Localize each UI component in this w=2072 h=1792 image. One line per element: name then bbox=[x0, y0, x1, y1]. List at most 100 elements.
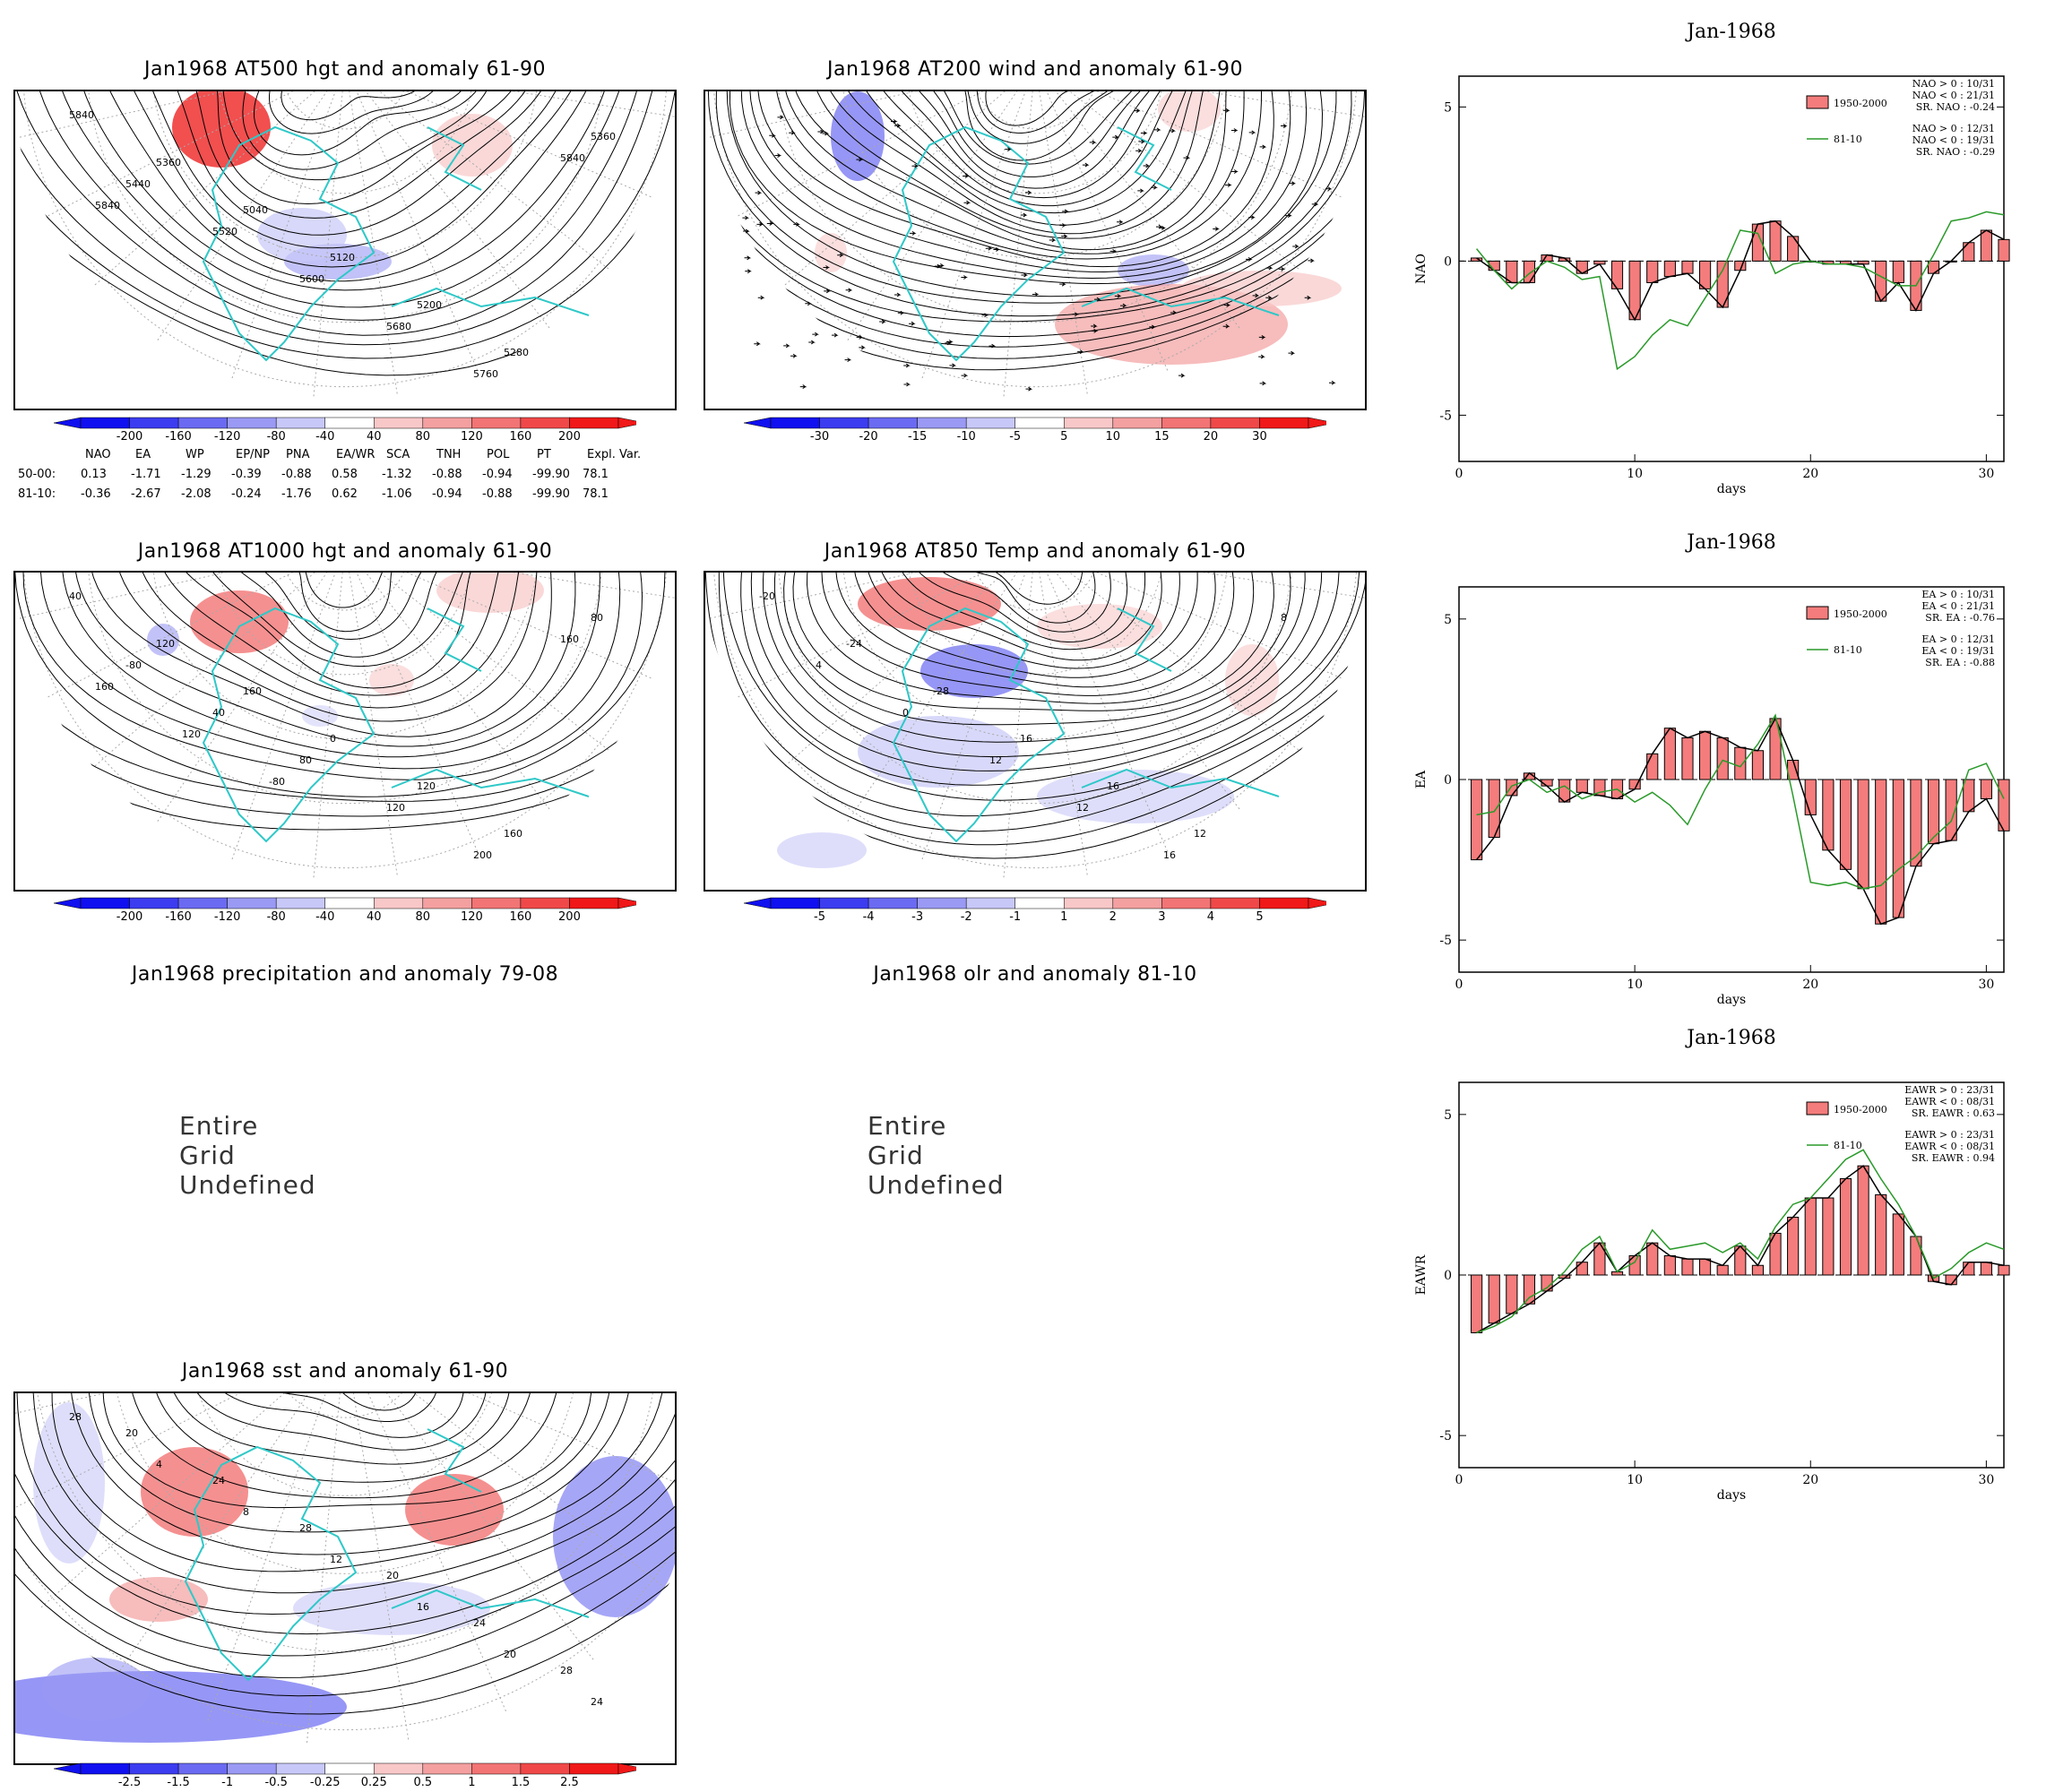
colorbar-label: 40 bbox=[367, 430, 382, 443]
wind-arrow bbox=[961, 373, 969, 378]
table-cell: -1.29 bbox=[181, 468, 212, 481]
legend-stat: EAWR < 0 : 08/31 bbox=[1904, 1141, 1995, 1152]
y-tick-label: -5 bbox=[1439, 409, 1452, 423]
contour-line bbox=[150, 1393, 535, 1483]
colorbar-label: -2.5 bbox=[118, 1776, 141, 1788]
wind-arrow bbox=[903, 382, 911, 387]
legend-swatch-bar bbox=[1806, 606, 1829, 620]
contour-label: 16 bbox=[417, 1601, 429, 1613]
colorbar-at1000: -200 -160 -120 -80 -40 40 80 120 160 200 bbox=[54, 897, 636, 923]
contour-line bbox=[809, 91, 1224, 239]
contour-line bbox=[142, 91, 567, 249]
panel-title: Jan1968 AT850 Temp and anomaly 61-90 bbox=[824, 540, 1247, 563]
wind-arrow bbox=[1149, 324, 1156, 330]
meridian bbox=[344, 573, 675, 599]
y-tick-label: 5 bbox=[1444, 1108, 1452, 1123]
colorbar-cell bbox=[374, 1762, 424, 1775]
contour-label: 12 bbox=[1194, 828, 1206, 840]
colorbar-cell bbox=[471, 417, 522, 429]
wind-arrow bbox=[1225, 183, 1232, 187]
meridian bbox=[920, 573, 1036, 862]
colorbar-label: 15 bbox=[1154, 430, 1170, 443]
contour-label: 28 bbox=[69, 1411, 82, 1423]
colorbar-label: 30 bbox=[1252, 430, 1267, 443]
coastline bbox=[427, 607, 482, 672]
bar bbox=[1980, 229, 1992, 262]
contour-line bbox=[15, 91, 659, 336]
contour-label: 5280 bbox=[504, 347, 529, 358]
coastline bbox=[427, 126, 482, 191]
wind-arrow bbox=[1120, 303, 1127, 308]
contour-line bbox=[242, 91, 488, 170]
wind-arrow bbox=[949, 363, 957, 368]
chart-title: Jan-1968 bbox=[1685, 1027, 1776, 1049]
wind-arrow bbox=[891, 119, 898, 124]
contour-label: 28 bbox=[560, 1665, 573, 1676]
bar bbox=[1910, 1236, 1922, 1276]
legend-stat: SR. EAWR : 0.63 bbox=[1912, 1107, 1995, 1119]
colorbar-cell bbox=[1064, 897, 1114, 909]
y-axis-label: EAWR bbox=[1414, 1254, 1429, 1295]
chart-title: Jan-1968 bbox=[1685, 21, 1776, 43]
colorbar-cell bbox=[520, 1762, 570, 1775]
wind-arrow bbox=[1109, 248, 1118, 254]
meridian bbox=[1034, 573, 1365, 599]
wind-arrow bbox=[909, 321, 916, 326]
wind-arrow bbox=[1178, 373, 1186, 378]
wind-arrow bbox=[774, 153, 782, 158]
bar bbox=[1963, 1262, 1975, 1276]
wind-arrow bbox=[1093, 297, 1101, 302]
contour-line bbox=[835, 573, 1216, 688]
wind-arrow bbox=[856, 334, 864, 340]
legend-label: 1950-2000 bbox=[1834, 608, 1887, 620]
colorbar-cell bbox=[1112, 417, 1162, 429]
contour-line bbox=[54, 91, 627, 308]
meridian bbox=[344, 1393, 667, 1590]
contour-line bbox=[32, 1393, 675, 1594]
colorbar-label: 1 bbox=[468, 1776, 475, 1788]
contour-line bbox=[722, 573, 1365, 801]
colorbar-arrow-right bbox=[617, 897, 636, 909]
colorbar-label: 5 bbox=[1060, 430, 1067, 443]
contour-label: 16 bbox=[1163, 849, 1176, 861]
legend-label: 81-10 bbox=[1834, 1140, 1862, 1151]
colorbar-arrow-left bbox=[54, 417, 82, 429]
wind-arrow bbox=[1159, 226, 1167, 230]
contour-line bbox=[69, 1393, 633, 1555]
colorbar-label: -5 bbox=[1009, 430, 1021, 443]
table-cell: -99.90 bbox=[532, 468, 570, 481]
contour-label: -28 bbox=[933, 685, 949, 697]
bar bbox=[1892, 779, 1904, 918]
colorbar-label: -160 bbox=[165, 910, 192, 923]
colorbar-cell bbox=[324, 417, 375, 429]
contour-label: 5680 bbox=[386, 321, 411, 332]
latitude-circle bbox=[776, 573, 1294, 805]
wind-arrow bbox=[799, 384, 807, 389]
colorbar-label: -1 bbox=[221, 1776, 233, 1788]
bar bbox=[1646, 753, 1659, 780]
contour-line bbox=[749, 91, 1291, 273]
colorbar-label: -0.25 bbox=[310, 1776, 341, 1788]
bar bbox=[1576, 779, 1588, 793]
colorbar-cell bbox=[177, 417, 228, 429]
contour-line bbox=[122, 91, 584, 268]
table-header-cell: PNA bbox=[286, 448, 310, 461]
wind-arrow bbox=[1059, 281, 1066, 287]
latitude-circle bbox=[110, 1393, 580, 1574]
colorbar-label: 4 bbox=[1207, 910, 1214, 923]
contour-line bbox=[75, 91, 613, 291]
wind-arrow bbox=[879, 319, 886, 324]
wind-arrow bbox=[1248, 130, 1256, 135]
legend-stat: SR. NAO : -0.24 bbox=[1916, 101, 1995, 113]
contour-line bbox=[15, 1393, 675, 1715]
colorbar-arrow-right bbox=[617, 1762, 636, 1775]
wind-arrow bbox=[769, 133, 776, 138]
contour-label: -80 bbox=[269, 776, 285, 788]
x-tick-label: 20 bbox=[1802, 467, 1818, 481]
map-at200 bbox=[704, 90, 1367, 410]
table-row-label: 50-00: bbox=[18, 468, 56, 481]
colorbar-cell bbox=[227, 417, 277, 429]
contour-line bbox=[51, 1393, 666, 1572]
contour-line bbox=[61, 573, 600, 758]
colorbar-cell bbox=[1161, 417, 1212, 429]
